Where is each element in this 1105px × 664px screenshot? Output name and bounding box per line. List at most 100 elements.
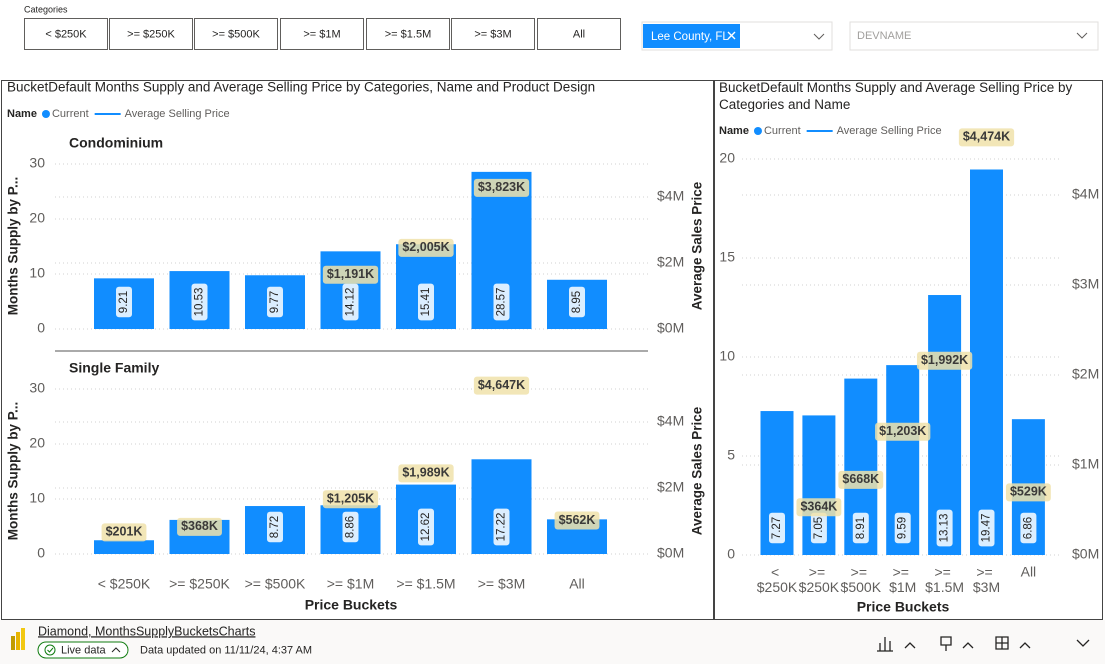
app-icon xyxy=(11,636,15,650)
bar-label-box xyxy=(493,283,510,321)
county-chip[interactable] xyxy=(643,24,740,48)
legend-title: Name xyxy=(7,108,37,120)
y-tick-label: 5 xyxy=(727,447,735,463)
bar-label: 17.22 xyxy=(496,513,508,542)
bar-label: 8.72 xyxy=(269,516,281,538)
bar-label-box xyxy=(418,508,434,546)
legend-label: Average Selling Price xyxy=(125,108,230,120)
line-label-box xyxy=(916,351,973,370)
x-axis-title: Price Buckets xyxy=(857,599,950,615)
x-tick-label: All xyxy=(569,576,585,592)
y-tick-label: 20 xyxy=(719,150,735,166)
slicer-button[interactable] xyxy=(24,18,108,50)
facet-title: Single Family xyxy=(69,360,159,376)
bar-label: 9.59 xyxy=(897,517,909,539)
line-label: $529K xyxy=(1010,485,1047,499)
slicer-button-label: >= $1M xyxy=(303,28,340,40)
footer-actions[interactable] xyxy=(877,636,1090,652)
x-tick-label: < $250K xyxy=(757,564,798,595)
slicer-button-label: All xyxy=(573,28,585,40)
y-tick-label: 20 xyxy=(29,210,45,226)
x-tick-line: $1M xyxy=(889,579,916,595)
line-label-box xyxy=(473,178,530,197)
line-label-box xyxy=(958,128,1015,147)
line-label-box xyxy=(838,470,884,489)
x-tick-line: $250K xyxy=(799,579,840,595)
bar-label-box xyxy=(267,286,283,318)
y2-axis-title: Average Sales Price xyxy=(690,181,705,310)
bar-label-box xyxy=(569,286,585,318)
y2-tick-label: $4M xyxy=(1072,186,1099,202)
devname-dropdown[interactable] xyxy=(849,21,1099,51)
bar-label: 14.12 xyxy=(345,288,357,317)
x-tick-line: >= xyxy=(809,564,829,580)
bar-label: 8.95 xyxy=(571,291,583,313)
x-tick-line: $500K xyxy=(841,579,882,595)
x-tick-line: < xyxy=(771,564,783,580)
legend-marker xyxy=(41,110,50,118)
legend-label: Current xyxy=(52,108,89,120)
line-label: $2,005K xyxy=(402,240,449,254)
line-label: $1,989K xyxy=(402,466,449,480)
x-tick-label: < $250K xyxy=(98,576,151,592)
y2-tick-label: $2M xyxy=(1072,366,1099,382)
y2-axis-title: Average Sales Price xyxy=(690,406,705,535)
slicer-button[interactable] xyxy=(109,18,193,50)
x-tick-line: $3M xyxy=(973,579,1000,595)
x-tick-label: >= $3M xyxy=(478,576,525,592)
slicer-button[interactable] xyxy=(194,18,278,50)
left-panel xyxy=(1,80,714,620)
slicer-button[interactable] xyxy=(451,18,535,50)
x-tick-label: >= $500K xyxy=(245,576,306,592)
x-tick-label: >= $1M xyxy=(327,576,374,592)
app-icon xyxy=(16,632,20,650)
line-label: $1,992K xyxy=(921,353,968,367)
bar-label-box xyxy=(267,511,283,543)
chevron[interactable] xyxy=(111,647,121,653)
legend-label: Average Selling Price xyxy=(837,125,942,137)
app-icon xyxy=(21,628,25,650)
bar-label-box xyxy=(418,283,434,321)
bar-label-box xyxy=(116,286,132,318)
y2-tick-label: $0M xyxy=(657,320,684,336)
slicer-title: Categories xyxy=(24,4,68,14)
bar-label: 7.05 xyxy=(813,517,825,539)
slicer-button[interactable] xyxy=(366,18,450,50)
chevron[interactable] xyxy=(1076,32,1088,39)
title-line: BucketDefault Months Supply and Average … xyxy=(719,80,1076,95)
line-label-box xyxy=(796,498,842,517)
slicer-button[interactable] xyxy=(280,18,364,50)
charts: BucketDefault Months Supply and Average … xyxy=(6,80,1100,615)
devname-placeholder: DEVNAME xyxy=(857,30,911,42)
y-tick-label: 30 xyxy=(29,380,45,396)
bar-label: 10.53 xyxy=(194,288,206,317)
slicer-button[interactable] xyxy=(537,18,621,50)
x-tick-label: All xyxy=(1021,564,1037,580)
line-label-box xyxy=(101,523,147,542)
y2-tick-label: $1M xyxy=(1072,456,1099,472)
live-pill[interactable] xyxy=(37,641,129,659)
chevron[interactable] xyxy=(813,33,825,40)
y-tick-label: 20 xyxy=(29,435,45,451)
updated-text: Data updated on 11/11/24, 4:37 AM xyxy=(140,644,312,656)
x-tick-label: >= $1M xyxy=(889,564,916,595)
bar-label: 8.86 xyxy=(345,516,357,538)
y2-tick-label: $3M xyxy=(1072,276,1099,292)
chip-remove[interactable] xyxy=(727,31,736,40)
x-tick-label: >= $500K xyxy=(841,564,882,595)
x-axis-title: Price Buckets xyxy=(305,597,398,613)
x-tick-line: >= xyxy=(851,564,871,580)
bar-label: 15.41 xyxy=(420,288,432,317)
y2-tick-label: $4M xyxy=(657,188,684,204)
report-link[interactable]: Diamond, MonthsSupplyBucketsCharts xyxy=(38,624,255,638)
line-label-box xyxy=(473,376,530,395)
slicer-button-label: < $250K xyxy=(45,28,87,40)
line-label: $4,474K xyxy=(963,130,1010,144)
line-label-box xyxy=(398,464,454,483)
y-tick-label: 15 xyxy=(719,249,735,265)
bar-label: 28.57 xyxy=(496,288,508,317)
line-label: $364K xyxy=(800,500,837,514)
legend-label: Current xyxy=(764,125,801,137)
